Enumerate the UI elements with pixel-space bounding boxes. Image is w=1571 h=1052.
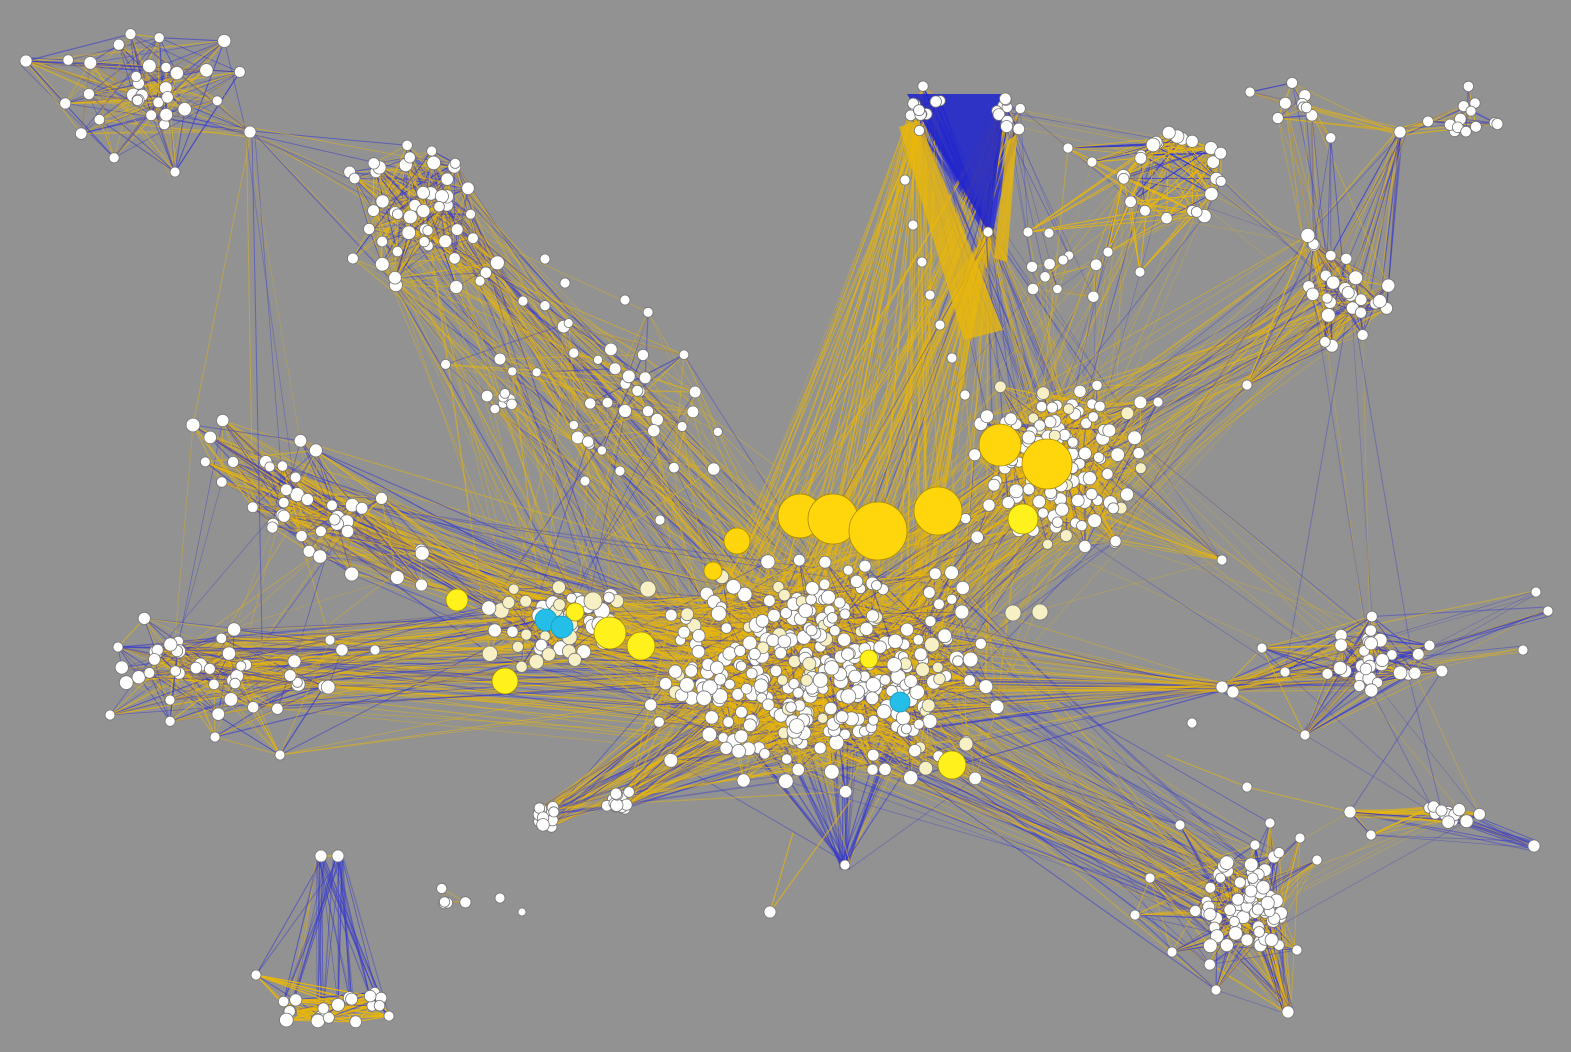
edge-bundle-fill-layer xyxy=(899,94,1017,340)
node-layer xyxy=(19,28,1554,1029)
